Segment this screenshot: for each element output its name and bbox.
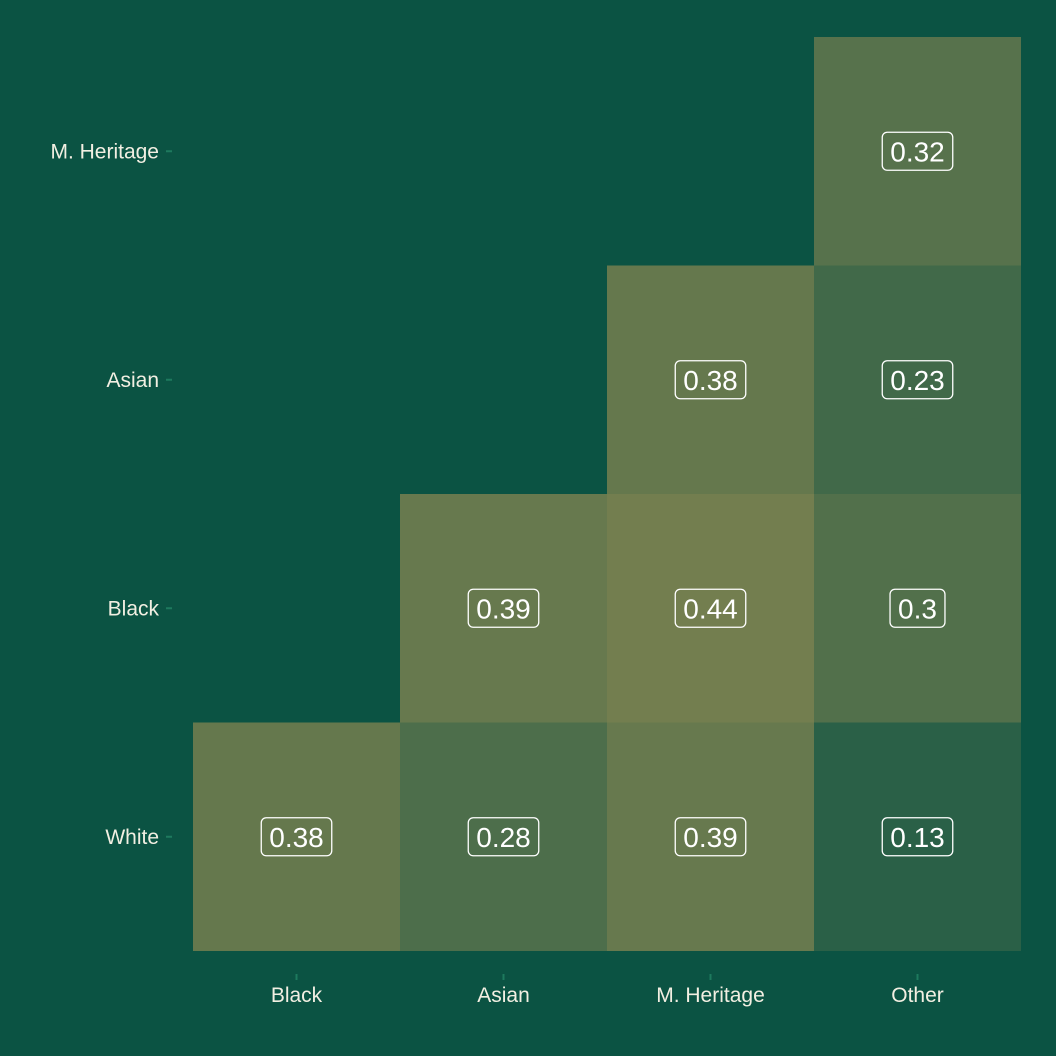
x-tick-label-other: Other [891,984,944,1007]
cell-value-text: 0.39 [476,593,531,624]
cell-value-label: 0.13 [881,817,954,857]
cell-value-text: 0.32 [890,136,945,167]
y-tick-label-m-heritage: M. Heritage [50,140,159,163]
x-tick-label-black: Black [271,984,323,1007]
heatmap-cell-white-black [193,722,400,951]
cell-value-text: 0.38 [269,822,324,853]
heatmap-cell-black-asian [400,494,607,723]
heatmap-cell-white-m-heritage [607,722,814,951]
cells-layer [193,37,1021,951]
x-tick-label-m-heritage: M. Heritage [656,984,765,1007]
cell-value-box [674,360,747,400]
cell-value-box [467,588,540,628]
heatmap-cell-black-m-heritage [607,494,814,723]
cell-value-text: 0.13 [890,822,945,853]
cell-value-label: 0.28 [467,817,540,857]
y-tick-label-black: Black [108,597,160,620]
cell-value-text: 0.44 [683,593,738,624]
cell-value-text: 0.39 [683,822,738,853]
y-axis: White Black Asian M. Heritage [50,140,172,849]
cell-value-label: 0.32 [881,131,954,171]
cell-value-label: 0.39 [674,817,747,857]
cell-value-label: 0.38 [260,817,333,857]
heatmap-cell-asian-m-heritage [607,265,814,494]
cell-value-box [467,817,540,857]
y-tick-label-white: White [105,826,159,849]
cell-value-box [881,131,954,171]
heatmap-cell-white-asian [400,722,607,951]
cell-value-text: 0.28 [476,822,531,853]
cell-value-box [260,817,333,857]
cell-value-box [674,588,747,628]
cell-value-box [889,588,946,628]
cell-value-label: 0.23 [881,360,954,400]
cell-value-label: 0.3 [889,588,946,628]
cell-value-box [674,817,747,857]
x-tick-label-asian: Asian [477,984,530,1007]
cell-value-text: 0.3 [898,593,937,624]
cell-value-box [881,360,954,400]
heatmap-cell-black-other [814,494,1021,723]
cell-value-label: 0.39 [467,588,540,628]
cell-value-label: 0.38 [674,360,747,400]
heatmap-cell-asian-other [814,265,1021,494]
y-tick-label-asian: Asian [106,369,159,392]
heatmap-cell-white-other [814,722,1021,951]
cell-value-text: 0.38 [683,365,738,396]
cell-value-box [881,817,954,857]
cell-value-label: 0.44 [674,588,747,628]
x-axis: Black Asian M. Heritage Other [271,974,944,1007]
cell-labels-layer: 0.38 0.28 0.39 0.13 0.39 0.44 0.3 0.38 0.23 0.32 [260,131,954,857]
cell-value-text: 0.23 [890,365,945,396]
heatmap-cell-m-heritage-other [814,37,1021,266]
